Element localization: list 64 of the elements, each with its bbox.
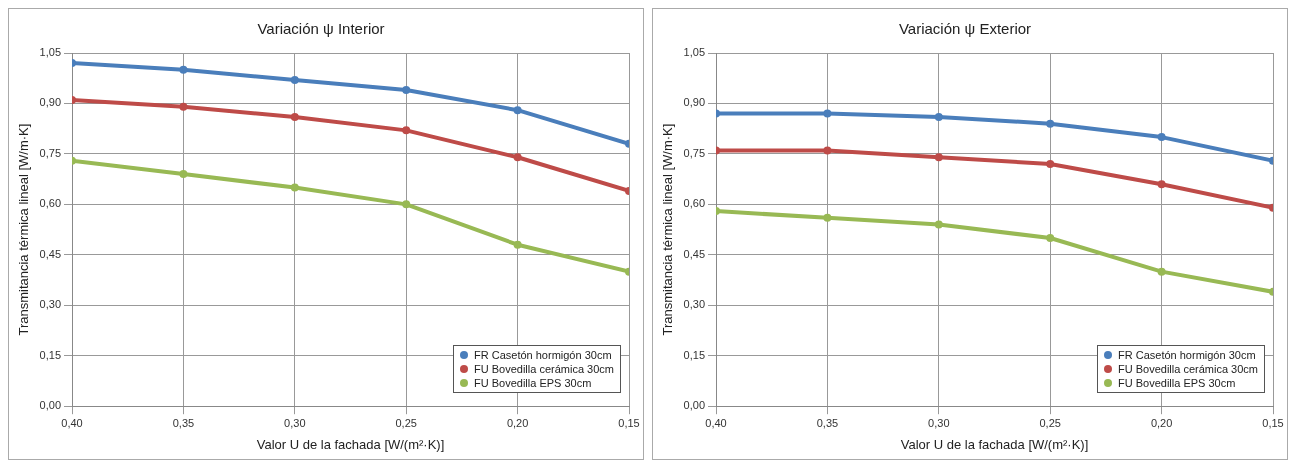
point	[823, 146, 832, 155]
point	[934, 220, 943, 229]
point	[1157, 133, 1166, 142]
x-tick-label: 0,35	[172, 416, 195, 429]
x-tick-label: 0,25	[1039, 416, 1061, 429]
y-tick-label: 0,00	[683, 399, 706, 412]
legend-label: FU Bovedilla cerámica 30cm	[1118, 362, 1258, 376]
x-tick-label: 0,20	[1150, 416, 1173, 429]
y-tick-label: 1,05	[683, 46, 706, 59]
y-tick-label: 0,60	[39, 197, 62, 210]
legend-label: FR Casetón hormigón 30cm	[474, 348, 612, 362]
y-axis-title: Transmitancia térmica lineal [W/m·K]	[16, 123, 32, 336]
x-tick-label: 0,15	[1262, 416, 1284, 429]
point	[402, 86, 411, 94]
point	[823, 213, 832, 222]
chart-title: Variación ψ Exterior	[898, 20, 1032, 38]
y-tick-label: 0,60	[683, 197, 706, 210]
x-tick-label: 0,15	[618, 416, 640, 429]
y-tick-label: 0,45	[39, 247, 62, 260]
legend-label: FR Casetón hormigón 30cm	[1118, 348, 1256, 362]
legend-label: FU Bovedilla EPS 30cm	[1118, 376, 1236, 390]
x-tick-label: 0,25	[395, 416, 417, 429]
chart-title: Variación ψ Interior	[257, 20, 385, 38]
point	[934, 112, 943, 121]
point	[1157, 180, 1166, 189]
y-tick-label: 0,75	[39, 146, 62, 159]
y-tick-label: 0,00	[39, 399, 62, 412]
y-tick-label: 0,90	[683, 96, 706, 109]
point	[179, 170, 188, 179]
legend-label: FU Bovedilla cerámica 30cm	[474, 362, 614, 376]
point	[179, 65, 188, 74]
y-tick-label: 0,30	[39, 298, 62, 311]
y-tick-label: 0,15	[39, 348, 62, 361]
x-tick-label: 0,30	[928, 416, 950, 429]
point	[1046, 160, 1055, 169]
point	[290, 112, 299, 121]
point	[513, 106, 522, 115]
point	[934, 153, 943, 162]
point	[513, 240, 522, 249]
point	[402, 126, 411, 135]
y-tick-label: 0,30	[683, 298, 706, 311]
point	[1157, 267, 1166, 276]
point	[1046, 234, 1055, 243]
point	[823, 109, 832, 118]
y-tick-label: 0,90	[39, 96, 62, 109]
y-tick-label: 0,75	[683, 146, 706, 159]
x-tick-label: 0,30	[284, 416, 306, 429]
x-tick-label: 0,35	[816, 416, 839, 429]
legend-label: FU Bovedilla EPS 30cm	[474, 376, 592, 390]
point	[179, 102, 188, 111]
x-tick-label: 0,20	[506, 416, 529, 429]
x-tick-label: 0,40	[61, 416, 83, 429]
x-tick-label: 0,40	[705, 416, 727, 429]
point	[1046, 119, 1055, 128]
x-axis-title: Valor U de la fachada [W/(m²·K)]	[900, 436, 1089, 452]
point	[402, 200, 411, 209]
y-axis-title: Transmitancia térmica lineal [W/m·K]	[660, 123, 676, 336]
point	[290, 75, 299, 84]
y-tick-label: 1,05	[39, 46, 62, 59]
x-axis-title: Valor U de la fachada [W/(m²·K)]	[256, 436, 445, 452]
y-tick-label: 0,15	[683, 348, 706, 361]
point	[290, 183, 299, 192]
y-tick-label: 0,45	[683, 247, 706, 260]
point	[513, 153, 522, 162]
